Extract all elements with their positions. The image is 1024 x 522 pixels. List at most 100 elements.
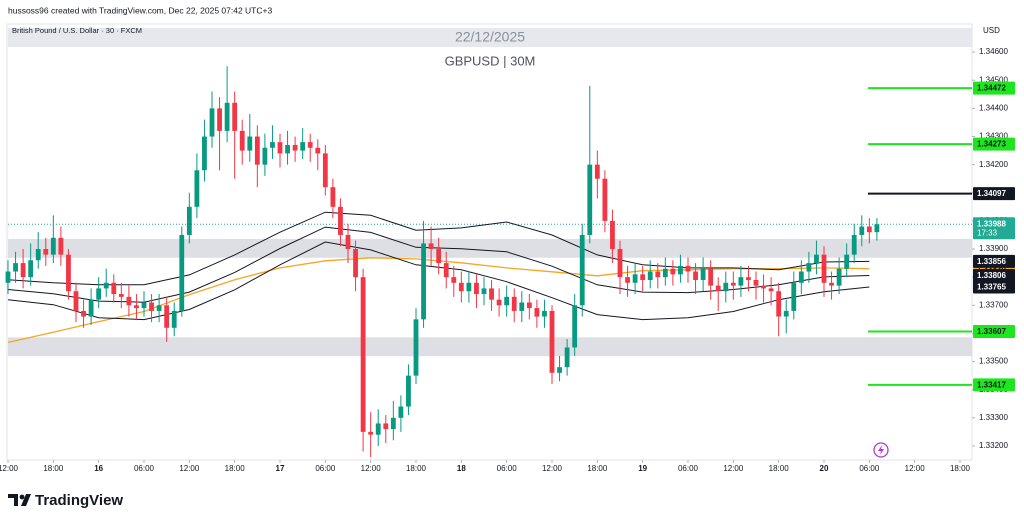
candle-body [103, 282, 109, 289]
candle-body [534, 308, 540, 317]
y-tick-label: 1.34300 [979, 132, 1008, 141]
countdown: 17:33 [977, 228, 998, 237]
candle-body [617, 249, 623, 278]
x-tick-label: 06:00 [315, 464, 336, 473]
candle-body [58, 237, 64, 255]
candle-body [390, 417, 396, 430]
candle-body [164, 305, 170, 328]
candle-body [557, 367, 562, 373]
x-tick-label: 06:00 [859, 464, 880, 473]
y-tick-label: 1.33500 [979, 357, 1008, 366]
level-box [973, 81, 1015, 95]
chart-subtitle: GBPUSD | 30M [445, 53, 536, 68]
x-tick-label: 12:00 [905, 464, 926, 473]
candle-body [700, 268, 706, 280]
level-box [973, 378, 1015, 392]
zone [8, 337, 972, 357]
candle-body [647, 271, 653, 280]
level-box [973, 187, 1015, 201]
candle-body [662, 268, 668, 278]
candle-body [209, 108, 215, 137]
candle-body [542, 310, 547, 317]
ma-box-label: 1.33765 [977, 283, 1006, 292]
candle-body [451, 277, 457, 283]
candle-body [443, 263, 449, 278]
candle-body [28, 260, 34, 278]
candle-body [383, 423, 389, 430]
y-tick-label: 1.34400 [979, 103, 1008, 112]
x-tick-label: 19 [638, 464, 647, 473]
candle-body [496, 299, 502, 306]
candle-body [768, 288, 774, 292]
candle-body [262, 147, 268, 165]
level-box-label: 1.34273 [977, 140, 1006, 149]
chart-title: 22/12/2025 [455, 29, 525, 45]
candle-body [360, 277, 366, 432]
candle-body [594, 164, 600, 179]
candle-body [526, 302, 532, 309]
candle-body [836, 268, 842, 286]
brand-logo [8, 494, 31, 506]
candle-body [338, 206, 343, 235]
ma-box [973, 268, 1015, 282]
candle-body [134, 305, 139, 309]
candle-body [111, 282, 117, 295]
candle-body [866, 226, 872, 233]
x-tick-label: 18:00 [406, 464, 427, 473]
candle-body [436, 249, 442, 264]
y-tick-label: 1.33700 [979, 300, 1008, 309]
candle-body [466, 282, 472, 292]
candle-body [156, 305, 162, 311]
candle-body [723, 282, 729, 292]
candle-body [239, 130, 245, 151]
candle-body [118, 294, 124, 297]
candle-body [587, 164, 593, 235]
candle-body [194, 170, 200, 207]
candle-body [353, 249, 358, 278]
candle-body [511, 296, 517, 311]
instrument: British Pound / U.S. Dollar · 30 · FXCM [12, 26, 142, 35]
x-tick-label: 18:00 [950, 464, 971, 473]
ma-box-label: 1.33856 [977, 257, 1006, 266]
x-tick-label: 06:00 [134, 464, 155, 473]
level-box [973, 324, 1015, 338]
y-tick-label: 1.34600 [979, 47, 1008, 56]
candle-body [851, 234, 857, 255]
x-tick-label: 18:00 [769, 464, 790, 473]
candle-body [368, 431, 374, 435]
candle-body [829, 282, 834, 286]
candle-body [685, 265, 691, 272]
candle-body [270, 142, 275, 148]
x-tick-label: 12:00 [0, 464, 19, 473]
candle-body [330, 187, 336, 207]
candle-body [126, 296, 132, 306]
candle-body [844, 254, 850, 269]
candle-body [753, 279, 759, 286]
x-tick-label: 20 [820, 464, 829, 473]
candle-body [481, 288, 487, 295]
candle-body [421, 243, 426, 320]
y-tick-label: 1.33300 [979, 413, 1008, 422]
x-tick-label: 12:00 [723, 464, 744, 473]
candle-body [791, 282, 797, 311]
ma-box-label: 1.33806 [977, 271, 1006, 280]
brand: TradingView [35, 492, 123, 509]
candle-body [715, 285, 721, 292]
candle-body [247, 136, 253, 151]
candle-body [322, 153, 328, 188]
level-box [973, 137, 1015, 151]
x-tick-label: 12:00 [542, 464, 563, 473]
candle-body [564, 347, 570, 368]
candle-body [859, 226, 865, 235]
candle-body [693, 271, 698, 280]
candle-body [783, 310, 789, 317]
candle-body [375, 423, 381, 435]
level-box-label: 1.34472 [977, 84, 1006, 93]
candle-body [398, 406, 404, 418]
candle-body [428, 243, 434, 250]
candle-body [217, 108, 222, 131]
candle-body [489, 288, 494, 300]
candle-body [708, 268, 714, 286]
candle-body [300, 142, 306, 151]
